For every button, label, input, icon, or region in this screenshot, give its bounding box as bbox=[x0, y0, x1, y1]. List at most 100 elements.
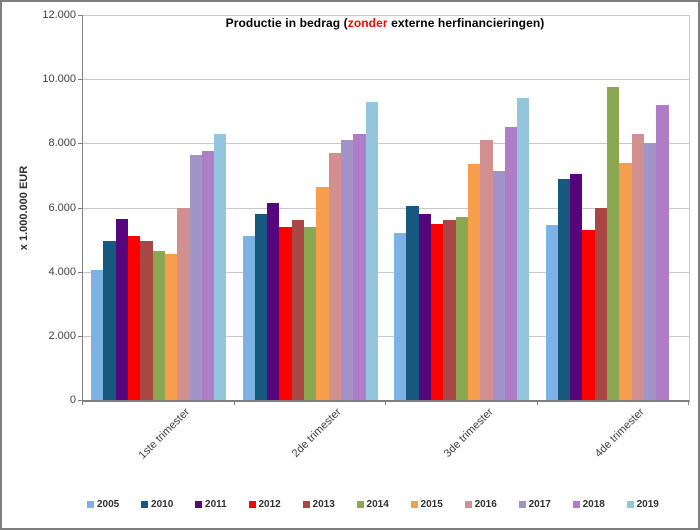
legend-item: 2011 bbox=[195, 499, 227, 510]
bar bbox=[619, 162, 632, 400]
legend-item: 2015 bbox=[410, 499, 443, 510]
bar bbox=[406, 205, 419, 400]
legend-swatch bbox=[464, 501, 472, 508]
y-tick-mark bbox=[78, 143, 82, 145]
bar bbox=[594, 207, 608, 400]
chart-title-highlight: zonder bbox=[347, 16, 388, 30]
gridline bbox=[83, 79, 689, 81]
bar bbox=[455, 217, 468, 400]
gridline bbox=[83, 143, 689, 145]
bar bbox=[177, 207, 190, 400]
bar bbox=[341, 140, 354, 400]
bar bbox=[631, 133, 644, 400]
bar bbox=[443, 220, 456, 400]
bar bbox=[103, 241, 116, 400]
y-tick-label: 2.000 bbox=[48, 329, 76, 342]
y-tick-mark bbox=[78, 271, 82, 273]
bar bbox=[164, 254, 178, 400]
y-tick-label: 0 bbox=[69, 394, 76, 406]
y-tick-mark bbox=[78, 400, 82, 401]
chart-title: Productie in bedrag (zonder externe herf… bbox=[82, 16, 688, 30]
legend-swatch bbox=[518, 501, 526, 508]
bar bbox=[582, 229, 595, 400]
gridline bbox=[83, 271, 689, 273]
bar bbox=[656, 104, 669, 400]
gridline bbox=[83, 15, 689, 16]
y-tick-mark bbox=[78, 335, 82, 337]
category-group bbox=[538, 15, 690, 400]
legend-label: 2016 bbox=[474, 499, 497, 510]
y-tick-mark bbox=[78, 15, 82, 16]
y-tick-label: 4.000 bbox=[48, 265, 76, 278]
legend-label: 2015 bbox=[420, 499, 443, 510]
legend: 2005 2010 2011 2012 2013 2014 2015 2016 2017 2018… bbox=[87, 499, 659, 510]
bar bbox=[115, 218, 128, 400]
legend-label: 2019 bbox=[636, 499, 659, 510]
bar bbox=[267, 202, 280, 400]
legend-label: 2010 bbox=[151, 499, 174, 510]
bar bbox=[353, 133, 366, 400]
bar bbox=[570, 173, 583, 400]
x-axis-label: 1ste trimester bbox=[136, 406, 193, 462]
bar bbox=[557, 178, 571, 400]
x-tick-mark bbox=[385, 400, 386, 405]
legend-item: 2019 bbox=[626, 499, 659, 510]
bar bbox=[189, 154, 202, 400]
y-tick-label: 12.000 bbox=[42, 9, 76, 21]
legend-swatch bbox=[572, 501, 580, 508]
bar bbox=[242, 236, 255, 400]
legend-swatch bbox=[248, 501, 256, 508]
gridline bbox=[83, 335, 689, 337]
legend-item: 2014 bbox=[356, 499, 389, 510]
legend-swatch bbox=[87, 501, 94, 508]
category-group bbox=[235, 15, 387, 400]
legend-label: 2018 bbox=[582, 499, 605, 510]
bar bbox=[254, 213, 268, 400]
legend-label: 2017 bbox=[528, 499, 551, 510]
y-tick-label: 10.000 bbox=[42, 73, 76, 86]
legend-swatch bbox=[356, 501, 364, 508]
chart-title-suffix: externe herfinancieringen) bbox=[387, 16, 545, 30]
x-tick-mark bbox=[688, 400, 689, 405]
chart-title-prefix: Productie in bedrag ( bbox=[225, 16, 348, 30]
legend-item: 2010 bbox=[141, 499, 173, 510]
bar bbox=[480, 140, 493, 400]
y-tick-mark bbox=[78, 79, 82, 81]
y-tick-mark bbox=[78, 207, 82, 209]
legend-item: 2012 bbox=[248, 499, 281, 510]
legend-item: 2018 bbox=[572, 499, 605, 510]
x-axis-label: 4de trimester bbox=[592, 406, 647, 460]
bar bbox=[517, 98, 530, 400]
legend-label: 2011 bbox=[205, 499, 227, 510]
y-tick-label: 6.000 bbox=[48, 201, 76, 214]
bar bbox=[644, 143, 657, 400]
x-axis-label: 2de trimester bbox=[289, 406, 344, 460]
bar bbox=[201, 151, 215, 400]
legend-swatch bbox=[302, 501, 310, 508]
y-tick-label: 8.000 bbox=[48, 137, 76, 150]
legend-label: 2014 bbox=[366, 499, 389, 510]
legend-swatch bbox=[410, 501, 418, 508]
bar bbox=[214, 133, 227, 400]
bar bbox=[492, 170, 505, 400]
legend-item: 2017 bbox=[518, 499, 551, 510]
bar bbox=[418, 213, 431, 400]
bar bbox=[152, 250, 165, 400]
bar bbox=[91, 270, 104, 400]
bar bbox=[316, 186, 329, 400]
legend-swatch bbox=[141, 501, 149, 508]
bar bbox=[127, 236, 141, 400]
bar bbox=[545, 225, 558, 400]
bar bbox=[304, 226, 317, 400]
legend-label: 2013 bbox=[312, 499, 335, 510]
legend-item: 2013 bbox=[302, 499, 335, 510]
legend-swatch bbox=[626, 501, 634, 508]
legend-label: 2012 bbox=[258, 499, 281, 510]
bar bbox=[504, 127, 518, 400]
x-tick-mark bbox=[82, 400, 83, 405]
x-tick-mark bbox=[233, 400, 235, 405]
x-tick-mark bbox=[536, 400, 538, 405]
legend-swatch bbox=[195, 501, 203, 508]
legend-item: 2005 bbox=[87, 499, 119, 510]
